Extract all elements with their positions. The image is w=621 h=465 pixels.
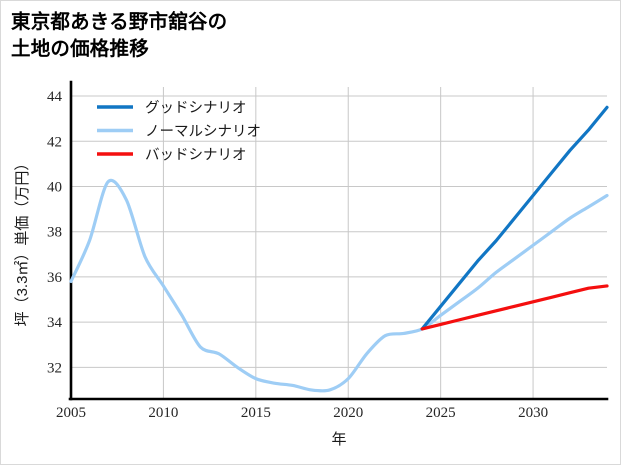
y-tick-label: 44 xyxy=(47,89,63,105)
y-tick-label: 32 xyxy=(47,360,62,376)
x-tick-label: 2025 xyxy=(426,405,456,421)
legend-label: グッドシナリオ xyxy=(145,100,247,117)
series-line-normal xyxy=(69,178,609,393)
y-axis-title: 坪（3.3㎡）単価（万円） xyxy=(14,156,31,327)
series-line-bad xyxy=(420,284,609,331)
x-tick-label: 2030 xyxy=(518,405,548,421)
axis-spines xyxy=(68,80,609,401)
series-line-good xyxy=(420,105,609,331)
x-tick-label: 2010 xyxy=(148,405,178,421)
x-tick-label: 2005 xyxy=(56,405,86,421)
y-tick-labels: 32 34 36 38 40 42 44 xyxy=(47,89,63,376)
x-tick-label: 2015 xyxy=(241,405,271,421)
x-tick-label: 2020 xyxy=(333,405,363,421)
y-tick-label: 36 xyxy=(47,270,63,286)
legend-label: バッドシナリオ xyxy=(145,148,247,164)
data-series-group xyxy=(69,105,609,393)
x-axis-title: 年 xyxy=(331,431,346,448)
legend-label: ノーマルシナリオ xyxy=(145,124,261,140)
y-tick-label: 42 xyxy=(47,134,62,150)
y-tick-label: 40 xyxy=(47,179,62,195)
y-tick-label: 34 xyxy=(47,315,63,331)
page-title: 東京都あきる野市舘谷の 土地の価格推移 xyxy=(11,11,228,60)
x-tick-labels: 2005 2010 2015 2020 2025 2030 xyxy=(56,405,548,421)
y-tick-label: 38 xyxy=(47,225,62,241)
